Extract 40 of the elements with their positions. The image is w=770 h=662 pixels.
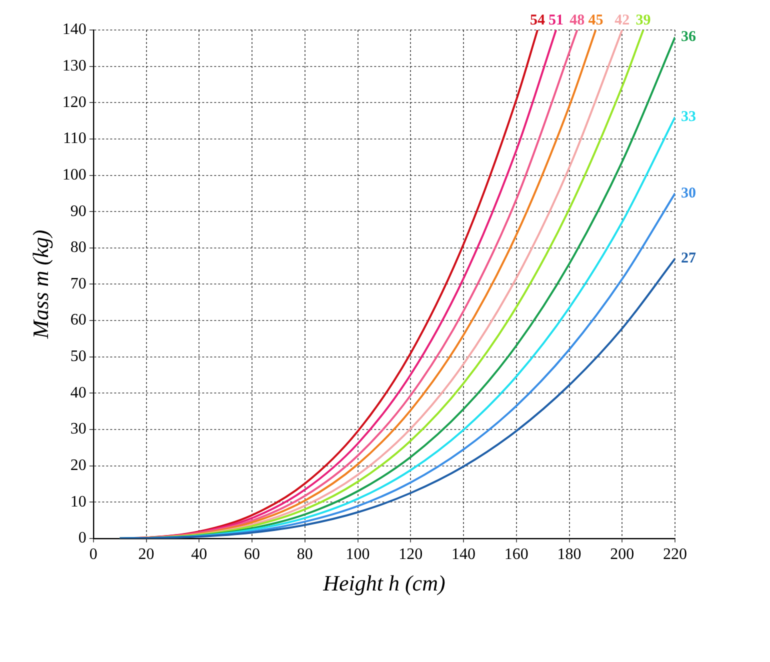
y-axis-title: Mass m (kg) <box>28 230 53 340</box>
y-tick-label: 50 <box>70 348 86 366</box>
y-tick-label: 130 <box>62 58 86 75</box>
x-tick-label: 220 <box>663 546 687 564</box>
y-tick-label: 10 <box>70 493 86 510</box>
y-tick-label: 60 <box>70 312 86 329</box>
x-tick-label: 100 <box>346 546 370 564</box>
x-tick-label: 120 <box>398 546 423 564</box>
series-label: 45 <box>588 12 604 28</box>
x-tick-label: 140 <box>452 546 476 564</box>
series-label: 33 <box>681 109 696 126</box>
x-tick-label: 0 <box>89 546 98 564</box>
x-tick-label: 40 <box>191 546 208 564</box>
x-tick-label: 160 <box>504 546 528 564</box>
series-label: 36 <box>681 29 696 46</box>
series-label: 54 <box>530 12 546 28</box>
series-label: 27 <box>681 250 696 267</box>
y-tick-label: 120 <box>62 94 86 111</box>
series-label: 39 <box>636 12 651 28</box>
y-tick-label: 70 <box>70 275 86 292</box>
y-tick-label: 110 <box>62 130 86 148</box>
y-tick-label: 30 <box>70 420 86 438</box>
y-tick-label: 140 <box>62 21 86 38</box>
y-tick-label: 40 <box>70 384 86 402</box>
y-tick-label: 90 <box>70 202 86 220</box>
series-label: 51 <box>548 12 564 28</box>
y-tick-label: 20 <box>70 456 86 474</box>
x-tick-label: 20 <box>138 546 154 564</box>
x-axis-title: Height h (cm) <box>322 570 446 596</box>
x-tick-label: 180 <box>557 546 582 564</box>
x-tick-label: 80 <box>296 546 313 564</box>
x-tick-label: 200 <box>610 546 634 564</box>
series-label: 48 <box>570 12 585 28</box>
y-tick-label: 0 <box>78 530 86 547</box>
line-series <box>118 258 675 538</box>
y-tick-label: 100 <box>62 166 86 184</box>
series-label: 30 <box>681 185 696 202</box>
y-tick-label: 80 <box>70 239 86 256</box>
series-label: 42 <box>614 12 630 28</box>
x-tick-label: 60 <box>244 546 260 564</box>
